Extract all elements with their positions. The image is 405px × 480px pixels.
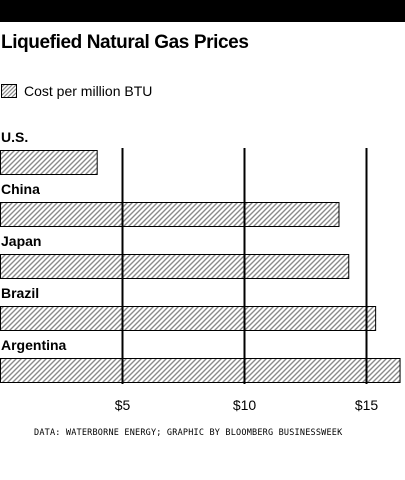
category-label: China [1,181,40,197]
bar-u-s [0,150,98,175]
bar-argentina [0,358,401,383]
category-label: U.S. [1,129,28,145]
source-note: DATA: WATERBORNE ENERGY; GRAPHIC BY BLOO… [34,428,343,438]
category-label: Japan [1,233,41,249]
category-label: Argentina [1,337,67,353]
bar-brazil [0,306,377,331]
category-label: Brazil [1,285,39,301]
x-tick-label: $5 [115,397,131,413]
chart-title: Liquefied Natural Gas Prices [1,32,249,53]
x-tick-label: $15 [355,397,379,413]
legend-label: Cost per million BTU [24,83,153,99]
bar-chart: U.S. China Japan Brazil Argentina $5 $10 $15 [0,129,401,413]
legend-swatch [1,84,17,98]
bar-japan [0,254,350,279]
header-bar [0,0,405,22]
x-tick-label: $10 [233,397,257,413]
legend: Cost per million BTU [0,82,152,100]
bar-china [0,202,340,227]
